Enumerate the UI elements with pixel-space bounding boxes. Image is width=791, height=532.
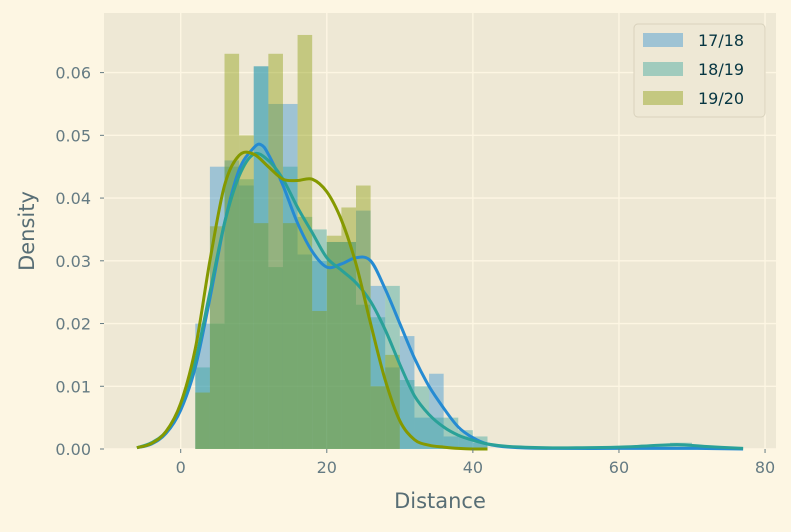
y-tick-label: 0.05 xyxy=(55,126,91,145)
histogram-bar xyxy=(312,260,327,449)
legend-swatch xyxy=(643,62,683,76)
x-tick-label: 20 xyxy=(317,458,337,477)
histogram-bar xyxy=(341,241,356,449)
legend-label: 17/18 xyxy=(698,31,744,50)
histogram-bar xyxy=(224,160,240,450)
x-axis-ticks: 0 20 40 60 80 xyxy=(176,449,775,477)
kde-line xyxy=(136,151,744,450)
histogram-bar xyxy=(399,379,415,449)
legend: 17/18 18/19 19/20 xyxy=(633,23,766,118)
histogram-bar xyxy=(370,317,386,449)
histogram-bar xyxy=(341,241,356,449)
histogram-bar xyxy=(443,436,459,449)
histogram-bar xyxy=(326,235,342,449)
histogram-bar xyxy=(297,254,313,449)
histogram-bar xyxy=(370,386,386,449)
legend-swatch xyxy=(643,33,683,47)
histogram-bar xyxy=(326,241,342,449)
x-axis-label: Distance xyxy=(394,489,486,513)
histogram-bar xyxy=(370,285,386,449)
x-tick-label: 40 xyxy=(463,458,483,477)
y-axis-ticks: 0.00 0.01 0.02 0.03 0.04 0.05 0.06 xyxy=(55,64,104,459)
y-tick-label: 0.04 xyxy=(55,189,91,208)
histogram-bar xyxy=(297,216,313,449)
histogram-bar xyxy=(239,179,254,449)
histogram-bar xyxy=(239,135,254,449)
histogram-bar xyxy=(268,53,283,449)
histogram-bar xyxy=(282,166,298,449)
histogram-bar xyxy=(662,443,671,449)
x-tick-label: 0 xyxy=(176,458,186,477)
histogram-bar xyxy=(472,442,488,449)
histogram-bar xyxy=(356,304,371,449)
histogram-bar xyxy=(443,417,459,449)
legend-label: 19/20 xyxy=(698,89,744,108)
histogram-bar xyxy=(268,267,283,449)
legend-swatch xyxy=(643,91,683,105)
histogram-bar xyxy=(399,336,415,449)
histogram-bar xyxy=(356,210,371,449)
histogram-bar xyxy=(312,310,327,449)
histogram-bar xyxy=(312,229,327,449)
histogram-bar xyxy=(195,367,210,449)
histogram-bar xyxy=(326,241,342,449)
histogram-bar xyxy=(356,185,371,449)
series-bars xyxy=(195,66,700,450)
histogram-bar xyxy=(282,223,298,449)
y-tick-label: 0.06 xyxy=(55,64,91,83)
histogram-bars xyxy=(195,34,700,450)
kde-curves xyxy=(136,142,744,451)
y-tick-label: 0.01 xyxy=(55,377,91,396)
x-tick-label: 80 xyxy=(755,458,775,477)
y-tick-label: 0.03 xyxy=(55,252,91,271)
legend-frame xyxy=(633,23,766,118)
y-tick-label: 0.00 xyxy=(55,440,91,459)
histogram-bar xyxy=(385,285,400,449)
histogram-bar xyxy=(253,223,269,449)
histogram-bar xyxy=(209,323,225,449)
histogram-bar xyxy=(297,34,313,449)
kde-line xyxy=(136,150,488,451)
x-tick-label: 60 xyxy=(609,458,629,477)
legend-label: 18/19 xyxy=(698,60,744,79)
histogram-bar xyxy=(239,185,254,449)
series-bars xyxy=(195,66,488,450)
histogram-bar xyxy=(195,392,210,449)
histogram-bar xyxy=(224,166,240,449)
y-axis-label: Density xyxy=(15,191,39,271)
histogram-bar xyxy=(341,207,356,449)
histogram-bar xyxy=(268,103,283,450)
histogram-bar xyxy=(282,103,298,450)
histogram-bar xyxy=(224,53,240,449)
y-tick-label: 0.02 xyxy=(55,315,91,334)
